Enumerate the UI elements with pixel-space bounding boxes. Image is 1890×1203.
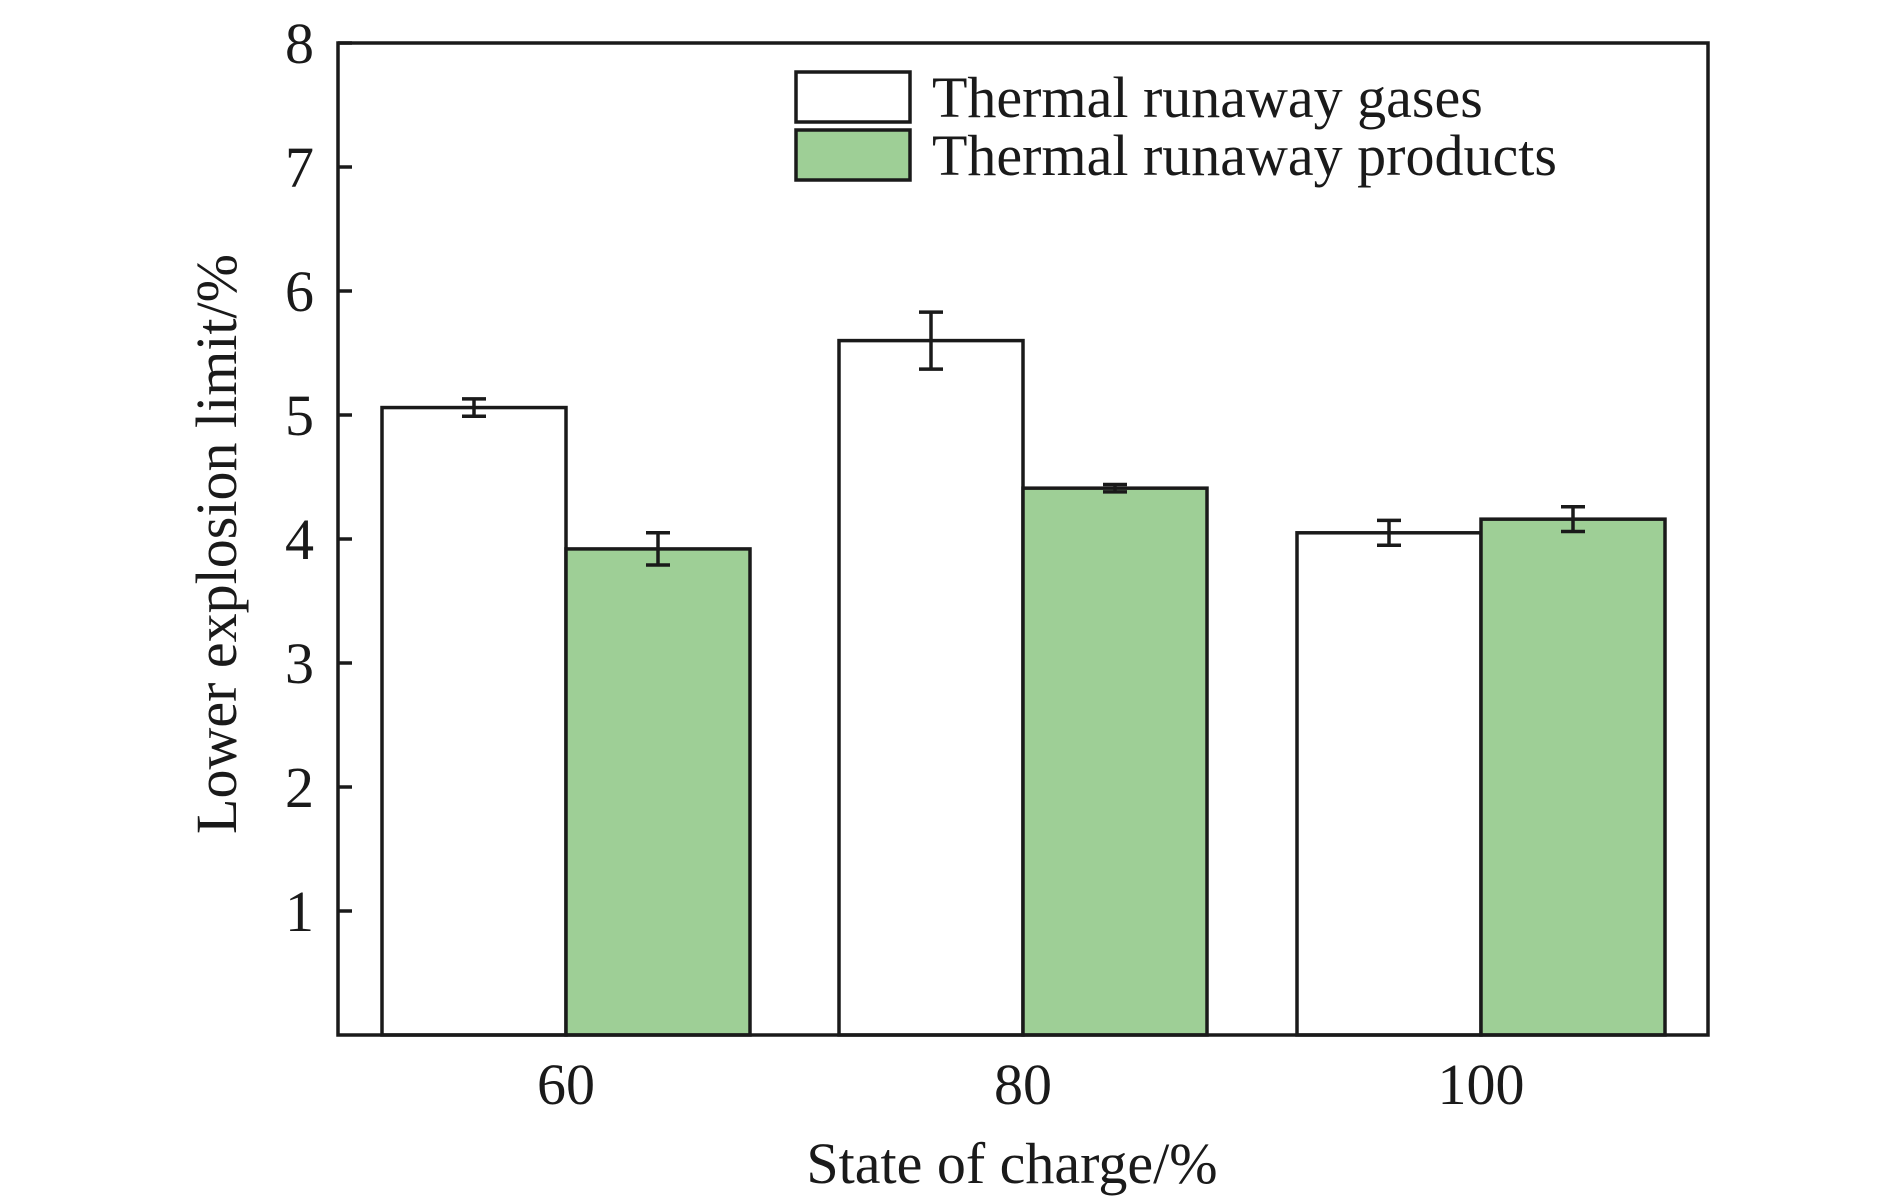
x-tick-label-100: 100 <box>1438 1052 1525 1117</box>
error-bar-gases-60 <box>462 397 486 418</box>
error-bar-gases-80 <box>919 310 943 371</box>
x-axis-label: State of charge/% <box>806 1131 1217 1196</box>
bar-products-80 <box>1021 486 1209 1037</box>
bar-gases-80 <box>837 338 1025 1037</box>
y-tick-label-7: 7 <box>285 135 314 200</box>
y-tick-label-3: 3 <box>285 631 314 696</box>
bar-products-100 <box>1479 517 1667 1037</box>
legend-swatch-products <box>794 128 912 182</box>
y-tick-label-4: 4 <box>285 507 314 572</box>
y-tick-label-8: 8 <box>285 11 314 76</box>
plot-area: 1 2 3 4 5 6 7 8 60 80 100 <box>285 11 1710 1117</box>
error-bar-products-60 <box>646 531 670 567</box>
y-tick-label-2: 2 <box>285 755 314 820</box>
bar-products-60 <box>564 547 752 1037</box>
legend-label-gases: Thermal runaway gases <box>932 65 1483 130</box>
y-tick-label-6: 6 <box>285 259 314 324</box>
x-tick-label-60: 60 <box>537 1052 595 1117</box>
y-tick-label-5: 5 <box>285 383 314 448</box>
bar-gases-100 <box>1295 531 1483 1037</box>
legend-swatch-gases <box>794 70 912 124</box>
error-bar-products-80 <box>1103 482 1127 494</box>
y-axis-label: Lower explosion limit/% <box>184 254 249 834</box>
bar-gases-60 <box>380 405 568 1037</box>
x-tick-label-80: 80 <box>994 1052 1052 1117</box>
error-bar-gases-100 <box>1377 518 1401 547</box>
error-bar-products-100 <box>1561 505 1585 534</box>
legend-label-products: Thermal runaway products <box>932 123 1557 188</box>
y-tick-label-1: 1 <box>285 879 314 944</box>
